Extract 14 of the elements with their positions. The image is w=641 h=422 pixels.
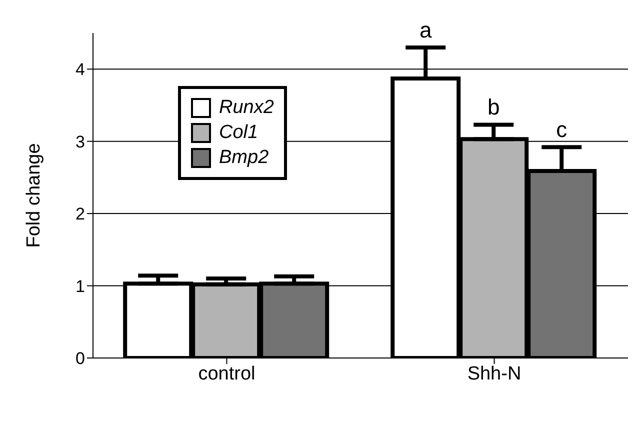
annotation: a [419,17,432,42]
y-tick-label: 3 [76,132,85,152]
y-tick-label: 1 [76,276,85,296]
y-tick-label: 2 [76,204,85,224]
y-tick-label: 0 [76,349,85,368]
legend-label: Bmp2 [219,147,269,169]
annotation: b [487,94,500,120]
y-axis-title: Fold change [24,143,45,248]
annotation: c [556,117,568,142]
x-tick-label: control [198,363,256,384]
legend-label: Col1 [219,122,258,144]
legend-label: Runx2 [219,97,274,119]
x-tick-label: Shh-N [467,363,522,384]
y-tick-label: 4 [76,60,85,80]
